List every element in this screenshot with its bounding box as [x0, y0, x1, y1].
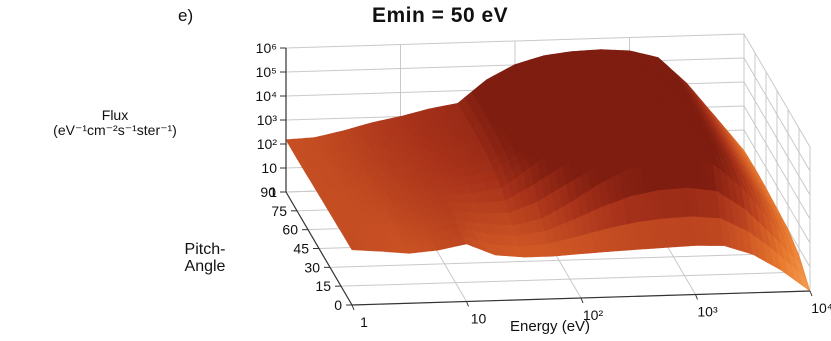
y-tick-label: 75	[271, 203, 287, 219]
x-tick	[351, 304, 355, 311]
z-axis-label-line-1: Flux	[101, 107, 129, 123]
z-tick-label: 10³	[257, 112, 278, 128]
z-tick-label: 10	[261, 160, 277, 176]
floor-grid-pitch	[340, 271, 800, 287]
x-tick-label: 10³	[697, 304, 718, 320]
y-tick-label: 60	[282, 222, 298, 238]
x-tick-label: 10²	[583, 307, 604, 323]
z-tick-label: 1	[269, 184, 277, 200]
y-tick-label: 45	[293, 241, 309, 257]
x-axis-label: Energy (eV)	[510, 318, 591, 335]
x-tick	[809, 290, 813, 297]
z-axis-label-line-2: (eV⁻¹cm⁻²s⁻¹ster⁻¹)	[53, 122, 177, 138]
floor-grid-pitch	[329, 252, 789, 268]
z-tick-label: 10²	[257, 136, 278, 152]
side-wall-grid-flux	[743, 33, 811, 148]
y-tick-label: 0	[334, 297, 342, 313]
x-tick-label: 10	[471, 311, 487, 327]
back-wall-grid-flux	[285, 33, 745, 49]
y-tick-label: 15	[315, 278, 331, 294]
side-wall-grid-flux	[743, 57, 811, 172]
chart-title: Emin = 50 eV	[372, 4, 509, 27]
side-wall-grid-flux	[743, 81, 811, 196]
axes: 1 10 10² 10³ 10⁴ 90 75 60 45 30 150 1 10 10² 10³ 10⁴ 10⁵…	[255, 40, 831, 330]
y-axis-label: Pitch- Angle	[160, 241, 250, 275]
side-wall-grid-flux	[743, 105, 811, 220]
y-axis-label-line-2: Angle	[184, 258, 226, 275]
side-wall-grid-flux	[743, 129, 811, 244]
z-tick-label: 10⁴	[255, 88, 277, 104]
x-tick-label: 1	[360, 314, 368, 330]
y-tick-label: 90	[260, 184, 276, 200]
x-tick	[695, 294, 698, 300]
x-tick	[580, 297, 584, 304]
surface-patch	[798, 271, 811, 292]
y-tick-label: 30	[304, 259, 320, 275]
x-tick	[466, 301, 469, 307]
z-tick-label: 10⁶	[256, 40, 277, 56]
surface	[285, 49, 811, 292]
z-tick-label: 10⁵	[256, 64, 277, 80]
z-axis-label: Flux (eV⁻¹cm⁻²s⁻¹ster⁻¹)	[2, 108, 228, 138]
x-tick-label: 10⁴	[811, 300, 831, 316]
y-axis-label-line-1: Pitch-	[184, 241, 226, 258]
panel-label: e)	[178, 6, 194, 25]
